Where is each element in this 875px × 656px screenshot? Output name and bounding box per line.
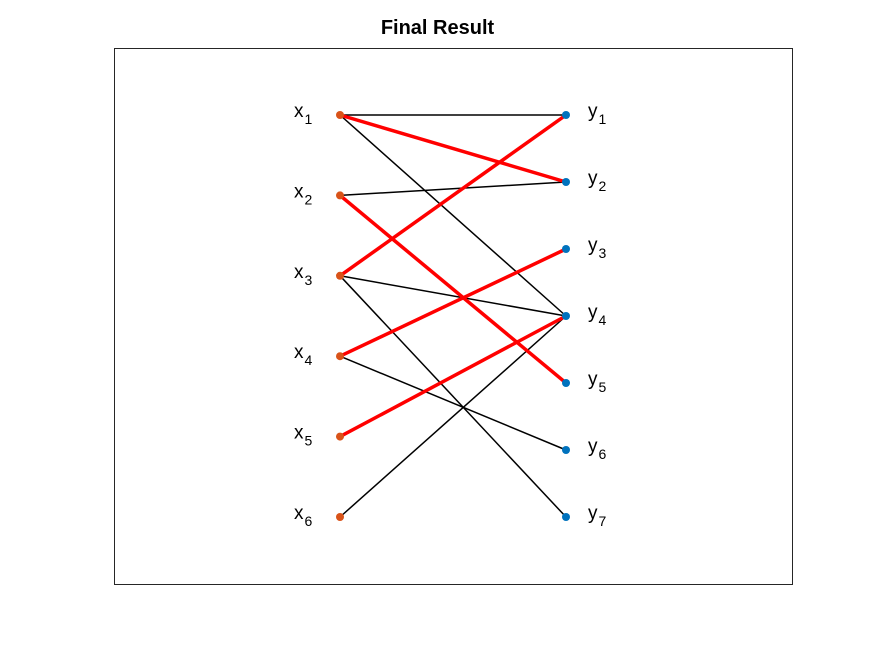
edge-x1-y4 <box>339 114 567 317</box>
label-y6: y6 <box>588 436 607 462</box>
labels-layer: x1 x2 x3 x4 x5 x6 y1 y2 y3 y4 y5 y6 y7 <box>294 101 607 529</box>
matching-edge-x1-y2 <box>339 113 567 184</box>
label-x5: x5 <box>294 423 313 449</box>
matching-edge-x4-y3 <box>339 247 567 358</box>
matching-edge-x5-y4 <box>339 314 567 439</box>
node-x1 <box>336 111 344 119</box>
label-x4: x4 <box>294 342 313 368</box>
edges-layer <box>338 113 568 518</box>
node-y3 <box>562 245 570 253</box>
label-x6: x6 <box>294 503 313 529</box>
node-x2 <box>336 191 344 200</box>
edge-x3-y4 <box>339 275 567 317</box>
label-y1: y1 <box>588 101 607 127</box>
label-y7: y7 <box>588 503 607 529</box>
node-y2 <box>562 178 570 186</box>
matching-edge-x3-y1 <box>338 113 568 278</box>
node-y6 <box>562 446 570 454</box>
axes-frame <box>114 48 793 585</box>
edge-x6-y4 <box>339 315 567 518</box>
label-y4: y4 <box>588 302 607 328</box>
node-y1 <box>562 111 570 119</box>
node-x3 <box>336 271 344 280</box>
node-x6 <box>336 513 344 521</box>
node-x5 <box>336 432 344 441</box>
matching-edge-x2-y5 <box>338 194 568 385</box>
edge-x3-y7 <box>339 275 567 518</box>
label-x1: x1 <box>294 101 313 127</box>
edge-x2-y2 <box>339 181 567 197</box>
label-x2: x2 <box>294 181 313 207</box>
label-x3: x3 <box>294 262 313 288</box>
node-x4 <box>336 352 344 361</box>
label-y5: y5 <box>588 369 607 395</box>
node-y5 <box>562 379 570 387</box>
label-y3: y3 <box>588 235 607 261</box>
node-y4 <box>562 312 570 320</box>
nodes-layer <box>336 111 570 521</box>
edge-x4-y6 <box>339 355 567 451</box>
node-y7 <box>562 513 570 521</box>
label-y2: y2 <box>588 168 607 194</box>
chart-title: Final Result <box>380 17 495 39</box>
